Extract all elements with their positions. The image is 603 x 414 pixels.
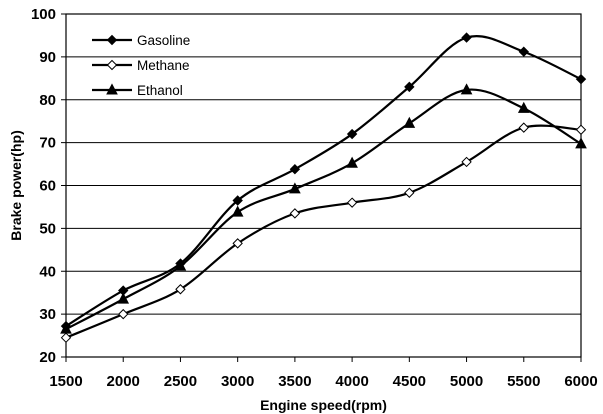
legend-label: Ethanol [137,83,183,98]
x-tick-label: 6000 [564,373,597,390]
methane-point [60,332,72,343]
methane-point [575,124,587,135]
series-methane [60,122,587,343]
methane-point [118,308,129,320]
x-tick-label: 5000 [450,373,483,390]
gasoline-point [575,73,587,85]
methane-point [175,284,186,295]
methane-point [289,208,301,219]
legend-item-ethanol: Ethanol [92,83,183,98]
x-tick-label: 5500 [507,373,540,390]
x-tick-labels: 1500 2000 2500 3000 3500 4000 4500 5000 5500 6000 [49,357,598,390]
legend: Gasoline Methane Ethanol [92,33,190,98]
ethanol-point [174,259,187,271]
ethanol-point [117,292,130,304]
y-tick-label: 60 [39,178,56,195]
legend-item-gasoline: Gasoline [92,33,190,48]
methane-point [346,197,358,208]
series-gasoline [60,32,587,332]
ethanol-point [231,205,244,217]
ethanol-point [403,116,416,128]
ethanol-point [60,322,72,334]
methane-point [461,156,472,168]
gasoline-point [518,46,529,57]
series-ethanol [60,83,587,334]
legend-marker [106,59,118,71]
series-lines [60,32,587,343]
gasoline-point [232,195,243,206]
ethanol-point [575,137,587,149]
y-tick-labels: 20 30 40 50 60 70 80 90 100 [31,6,66,366]
ethanol-line [65,88,582,331]
gasoline-line [65,35,582,328]
gasoline-point [461,32,472,43]
y-tick-label: 70 [39,135,56,152]
legend-label: Gasoline [137,33,190,48]
legend-label: Methane [137,58,190,73]
methane-point [518,122,529,133]
y-tick-label: 90 [39,49,56,66]
methane-point [404,187,415,198]
y-tick-label: 50 [39,220,56,237]
gasoline-point [346,128,358,140]
x-tick-label: 4000 [335,373,368,390]
methane-point [232,238,243,249]
gasoline-point [289,164,301,175]
legend-item-methane: Methane [92,58,190,73]
gridlines [66,56,581,315]
gasoline-point [404,81,415,93]
x-tick-label: 3500 [278,373,311,390]
x-tick-label: 2000 [107,373,140,390]
x-tick-label: 4500 [393,373,426,390]
y-tick-label: 20 [39,349,56,366]
y-tick-label: 100 [31,6,56,23]
y-tick-label: 80 [39,92,56,109]
x-tick-label: 3000 [221,373,254,390]
x-tick-label: 2500 [164,373,197,390]
ethanol-point [289,182,301,194]
ethanol-point [346,156,358,168]
ethanol-point [517,101,530,113]
y-tick-label: 30 [39,306,56,323]
legend-marker [106,34,118,46]
legend-marker [106,83,118,95]
ethanol-point [460,83,473,95]
x-axis-title: Engine speed(rpm) [260,397,387,413]
x-tick-label: 1500 [49,373,82,390]
y-axis-title: Brake power(hp) [8,130,24,240]
y-tick-label: 40 [39,263,56,280]
methane-line [65,124,582,339]
